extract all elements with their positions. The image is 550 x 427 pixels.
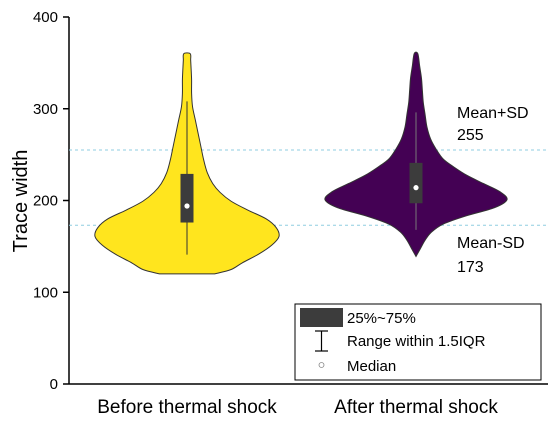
y-tick-label: 0 [50, 376, 58, 393]
mean-plus-sd-label: Mean+SD [457, 105, 529, 122]
legend-label-iqr: 25%~75% [347, 310, 416, 327]
median-point [413, 185, 419, 191]
y-tick-label: 100 [33, 284, 58, 301]
x-category-label-before: Before thermal shock [97, 397, 277, 418]
y-tick-label: 200 [33, 193, 58, 210]
mean-plus-sd-value: 255 [457, 127, 484, 144]
legend-box-symbol [300, 308, 343, 327]
violins [94, 51, 508, 275]
iqr-box [180, 173, 194, 223]
legend-median-symbol [318, 362, 325, 368]
median-point [184, 203, 190, 209]
legend-label-median: Median [347, 358, 396, 375]
y-axis-title: Trace width [10, 150, 32, 253]
legend-whisker-symbol [315, 330, 328, 352]
y-tick-label: 300 [33, 101, 58, 118]
legend-label-range: Range within 1.5IQR [347, 333, 486, 350]
y-axis-ticks: 0 100 200 300 400 [33, 9, 69, 393]
legend: 25%~75% Range within 1.5IQR Median [294, 303, 542, 381]
y-tick-label: 400 [33, 9, 58, 26]
mean-minus-sd-value: 173 [457, 259, 484, 276]
x-category-label-after: After thermal shock [334, 397, 498, 418]
mean-minus-sd-label: Mean-SD [457, 235, 525, 252]
iqr-box [409, 162, 423, 204]
